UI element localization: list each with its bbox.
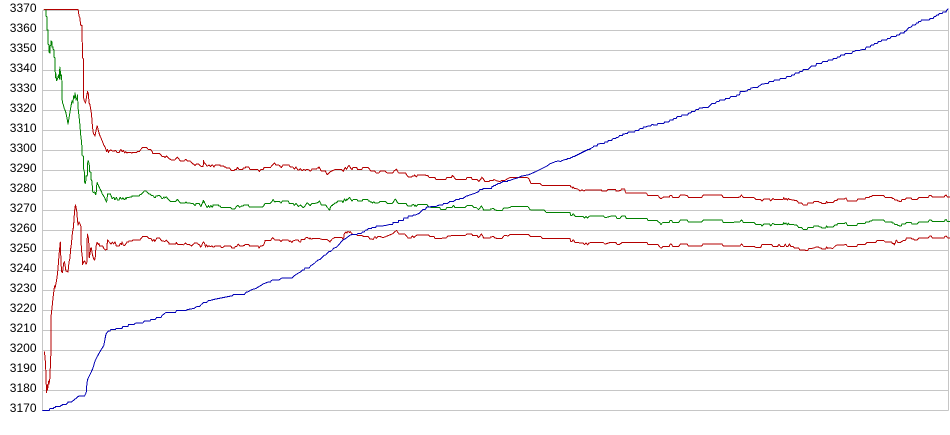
svg-text:3280: 3280 (10, 181, 37, 195)
svg-text:3250: 3250 (10, 241, 37, 255)
svg-text:3310: 3310 (10, 121, 37, 135)
svg-text:3200: 3200 (10, 341, 37, 355)
svg-text:3320: 3320 (10, 101, 37, 115)
svg-text:3170: 3170 (10, 401, 37, 415)
svg-text:3240: 3240 (10, 261, 37, 275)
svg-text:3350: 3350 (10, 41, 37, 55)
svg-text:3370: 3370 (10, 1, 37, 15)
svg-text:3270: 3270 (10, 201, 37, 215)
svg-text:3260: 3260 (10, 221, 37, 235)
svg-text:3290: 3290 (10, 161, 37, 175)
svg-text:3360: 3360 (10, 21, 37, 35)
svg-text:3340: 3340 (10, 61, 37, 75)
svg-text:3180: 3180 (10, 381, 37, 395)
svg-text:3300: 3300 (10, 141, 37, 155)
svg-text:3220: 3220 (10, 301, 37, 315)
svg-text:3230: 3230 (10, 281, 37, 295)
svg-text:3330: 3330 (10, 81, 37, 95)
svg-text:3190: 3190 (10, 361, 37, 375)
svg-text:3210: 3210 (10, 321, 37, 335)
